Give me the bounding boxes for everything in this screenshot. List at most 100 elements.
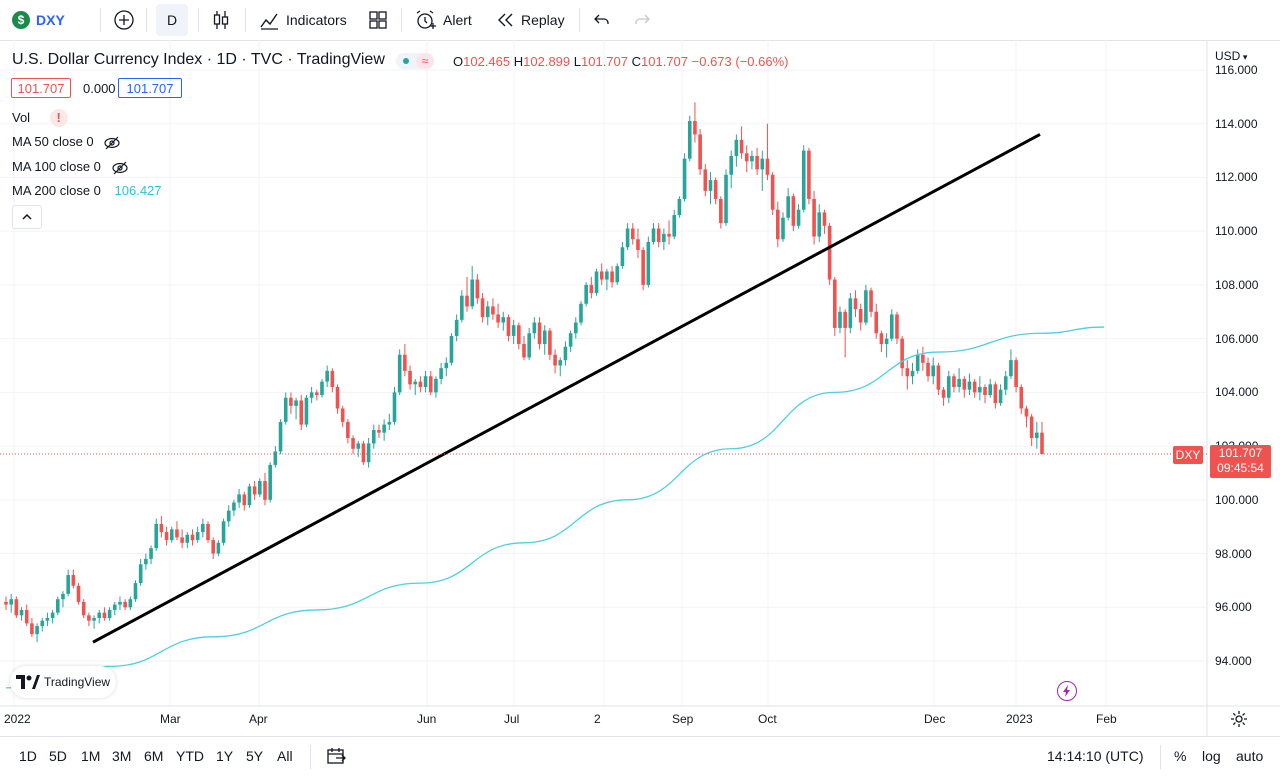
- candle: [454, 314, 459, 342]
- layouts-button[interactable]: [367, 0, 389, 40]
- candle-body: [641, 249, 645, 285]
- candle-body: [744, 153, 749, 162]
- candle: [107, 607, 112, 621]
- candle-body: [884, 338, 889, 345]
- price-chart[interactable]: [0, 40, 1280, 736]
- log-toggle[interactable]: log: [1202, 748, 1221, 764]
- candle: [439, 362, 443, 385]
- price-axis-label: 94.000: [1215, 654, 1252, 668]
- chart-area[interactable]: [0, 40, 1280, 736]
- undo-button[interactable]: [592, 0, 612, 40]
- candle: [4, 596, 8, 610]
- candle: [656, 223, 661, 248]
- candle-body: [294, 400, 298, 406]
- range-button-1y[interactable]: 1Y: [216, 748, 234, 764]
- tradingview-watermark[interactable]: TradingView: [10, 666, 116, 698]
- warning-icon[interactable]: !: [49, 109, 68, 127]
- price-axis-label: 112.000: [1215, 170, 1258, 185]
- candle-body: [185, 534, 190, 543]
- candle-body: [133, 583, 138, 600]
- candle: [460, 290, 464, 323]
- replay-button[interactable]: Replay: [496, 0, 565, 40]
- indicators-icon: [260, 13, 278, 30]
- candle: [879, 330, 884, 353]
- range-button-all[interactable]: All: [277, 748, 293, 764]
- candle: [708, 172, 713, 205]
- candle: [889, 309, 894, 342]
- time-axis-label: Oct: [758, 712, 777, 726]
- alert-button[interactable]: Alert: [414, 0, 472, 40]
- auto-toggle[interactable]: auto: [1236, 748, 1264, 764]
- indicators-button[interactable]: Indicators: [258, 0, 347, 40]
- candle-body: [568, 333, 573, 347]
- candle-body: [957, 378, 961, 387]
- eye-hidden-icon[interactable]: [103, 136, 121, 150]
- interval-button[interactable]: D: [156, 4, 188, 36]
- ma50-legend[interactable]: MA 50 close 0: [12, 134, 121, 150]
- candle-body: [858, 309, 863, 323]
- bid-price-box[interactable]: 101.707: [11, 78, 71, 98]
- legend-status[interactable]: ≈: [396, 52, 434, 69]
- ask-price-box[interactable]: 101.707: [118, 78, 182, 98]
- range-button-1d[interactable]: 1D: [19, 748, 37, 764]
- lightning-icon[interactable]: [1057, 681, 1077, 701]
- candle-body: [522, 344, 526, 358]
- candle-body: [972, 381, 977, 393]
- ma200-value: 106.427: [114, 183, 162, 198]
- redo-button[interactable]: [632, 0, 652, 40]
- currency-selector[interactable]: USD ▾: [1215, 49, 1247, 63]
- candle: [444, 357, 449, 377]
- high-label: H: [513, 54, 524, 69]
- chart-type-button[interactable]: [210, 0, 232, 40]
- candle-body: [226, 510, 231, 522]
- candle: [226, 505, 231, 527]
- candle: [377, 424, 381, 439]
- candle-body: [548, 330, 552, 355]
- ma100-legend[interactable]: MA 100 close 0: [12, 159, 129, 175]
- candle: [320, 378, 324, 398]
- candle-body: [1024, 408, 1029, 417]
- candle: [630, 223, 635, 245]
- range-button-ytd[interactable]: YTD: [176, 748, 204, 764]
- candle-body: [708, 180, 713, 191]
- candle-body: [24, 609, 29, 624]
- eye-hidden-icon[interactable]: [111, 161, 129, 175]
- candle-body: [796, 209, 801, 226]
- candle: [81, 599, 86, 619]
- candle-body: [258, 481, 262, 495]
- range-button-5y[interactable]: 5Y: [246, 748, 264, 764]
- symbol-search[interactable]: $ DXY: [12, 0, 65, 40]
- candle: [428, 370, 433, 396]
- utc-clock[interactable]: 14:14:10 (UTC): [1047, 748, 1144, 764]
- percent-toggle[interactable]: %: [1174, 748, 1187, 764]
- compare-button[interactable]: [113, 0, 135, 40]
- chart-settings-button[interactable]: [1230, 710, 1248, 733]
- candle: [418, 376, 423, 393]
- candle: [180, 529, 184, 549]
- range-button-1m[interactable]: 1M: [81, 748, 101, 764]
- vol-label: Vol: [12, 110, 31, 125]
- goto-date-button[interactable]: [327, 747, 347, 768]
- range-button-6m[interactable]: 6M: [144, 748, 164, 764]
- candle-body: [247, 486, 252, 506]
- candle-body: [651, 228, 656, 242]
- candle-body: [470, 279, 474, 307]
- ma200-legend[interactable]: MA 200 close 0 106.427: [12, 183, 162, 198]
- range-button-5d[interactable]: 5D: [49, 748, 67, 764]
- candle-body: [594, 271, 599, 293]
- candle: [584, 282, 588, 307]
- candle: [936, 362, 941, 396]
- collapse-legend-button[interactable]: [12, 205, 42, 229]
- candle: [449, 333, 454, 366]
- range-button-3m[interactable]: 3M: [112, 748, 132, 764]
- trend-line[interactable]: [92, 133, 1041, 644]
- candle: [19, 607, 24, 621]
- close-label: C: [631, 54, 642, 69]
- vol-legend[interactable]: Vol !: [12, 109, 68, 127]
- candle-body: [946, 376, 951, 398]
- candle-body: [558, 360, 563, 366]
- candle-body: [81, 601, 86, 616]
- candle: [475, 274, 480, 304]
- candle-body: [361, 443, 366, 463]
- market-status-pill[interactable]: ≈: [396, 52, 434, 69]
